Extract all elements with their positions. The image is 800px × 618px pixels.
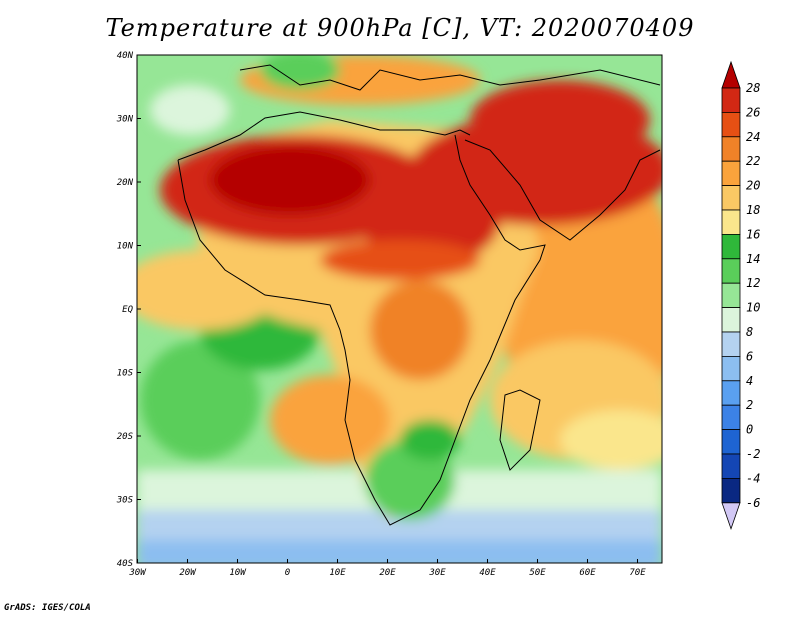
lon-tick-label: 20W xyxy=(179,568,197,578)
colorbar-swatch xyxy=(721,331,741,357)
colorbar-swatch xyxy=(721,477,741,504)
colorbar-level-label: 26 xyxy=(746,105,760,119)
colorbar-swatch xyxy=(721,185,741,211)
colorbar-level-label: 8 xyxy=(746,325,753,339)
colorbar-swatch xyxy=(721,380,741,406)
credit-label: GrADS: IGES/COLA xyxy=(4,603,91,613)
colorbar-swatch xyxy=(721,404,741,431)
colorbar-level-label: 16 xyxy=(746,227,760,241)
lon-tick-label: 30W xyxy=(128,568,147,578)
lon-tick-label: 70E xyxy=(629,568,646,578)
colorbar-swatch xyxy=(721,282,741,309)
colorbar-swatch xyxy=(721,233,741,260)
colorbar-level-label: 22 xyxy=(746,154,760,168)
colorbar-swatch xyxy=(721,160,741,186)
lat-tick-label: 40N xyxy=(117,51,134,61)
lon-tick-label: 50E xyxy=(529,568,546,578)
lat-tick-label: EQ xyxy=(122,305,133,315)
colorbar-swatch xyxy=(721,429,741,455)
colorbar-level-label: 4 xyxy=(746,374,753,388)
lat-tick-label: 30S xyxy=(116,496,134,506)
lon-tick-label: 30E xyxy=(428,568,446,578)
colorbar-level-label: 24 xyxy=(746,130,760,144)
lat-tick-label: 10S xyxy=(117,369,134,379)
colorbar-level-label: -6 xyxy=(746,496,760,510)
colorbar-swatch xyxy=(721,307,741,333)
lon-tick-label: 40E xyxy=(479,568,496,578)
lon-tick-label: 10W xyxy=(229,568,247,578)
colorbar-level-label: 6 xyxy=(746,349,753,363)
colorbar-level-label: 14 xyxy=(746,252,760,266)
colorbar-level-label: 2 xyxy=(746,398,753,412)
colorbar-level-label: 18 xyxy=(746,203,760,217)
colorbar-swatch xyxy=(721,112,741,138)
map-title: Temperature at 900hPa [C], VT: 202007040… xyxy=(105,14,695,42)
colorbar-level-label: 20 xyxy=(746,179,760,193)
colorbar-swatch xyxy=(721,209,741,235)
lat-tick-label: 40S xyxy=(117,559,134,569)
colorbar-top-arrow xyxy=(721,60,741,89)
longitude-axis: 30W 20W 10W 0 10E 20E 30E 40E 50E 60E 70E xyxy=(128,559,646,578)
colorbar-level-label: 10 xyxy=(746,301,760,315)
lat-tick-label: 20S xyxy=(117,432,134,442)
lon-tick-label: 60E xyxy=(579,568,596,578)
lat-tick-label: 10N xyxy=(117,242,134,252)
lon-tick-label: 0 xyxy=(285,568,290,578)
lon-tick-label: 20E xyxy=(379,568,396,578)
colorbar-level-label: 0 xyxy=(746,423,753,437)
lon-tick-label: 10E xyxy=(329,568,346,578)
temperature-field xyxy=(137,55,662,563)
colorbar-level-label: -4 xyxy=(746,471,760,485)
colorbar-level-label: 12 xyxy=(746,276,760,290)
colorbar-swatch xyxy=(721,87,741,113)
lat-tick-label: 30N xyxy=(116,115,134,125)
lat-tick-label: 20N xyxy=(117,178,134,188)
colorbar-swatch xyxy=(721,355,741,382)
colorbar-swatch xyxy=(721,136,741,162)
colorbar-swatch xyxy=(721,258,741,284)
latitude-axis: 40N 30N 20N 10N EQ 10S 20S 30S 40S xyxy=(116,51,141,569)
coastlines xyxy=(177,64,661,526)
colorbar-bottom-arrow xyxy=(721,502,741,531)
colorbar-level-label: 28 xyxy=(746,81,760,95)
colorbar-level-label: -2 xyxy=(746,447,760,461)
colorbar-swatch xyxy=(721,453,741,479)
